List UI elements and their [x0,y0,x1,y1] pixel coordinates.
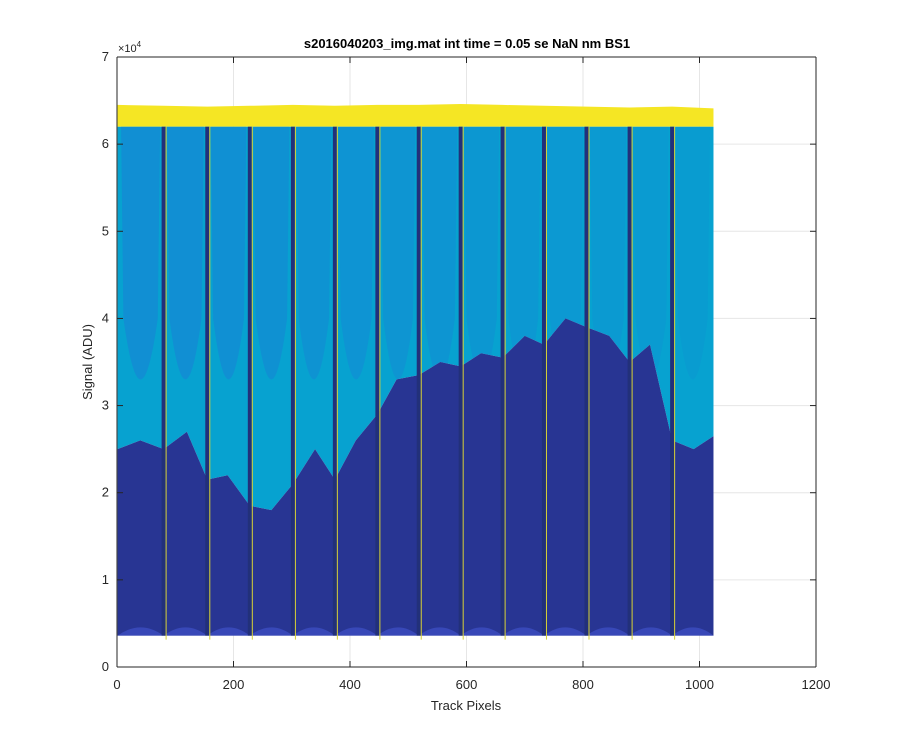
floor-bump [249,627,293,636]
floor-bump [543,627,587,636]
y-exponent-power: 4 [137,40,142,49]
channel-gap [500,126,505,636]
floor-bump [502,627,544,636]
channel-overlay [464,126,500,380]
floor-bump [334,627,378,636]
channel-overlay [210,126,247,380]
channel-gap [584,126,589,636]
floor-bump [207,627,250,636]
x-axis-label: Track Pixels [431,698,502,713]
floor-bump [292,627,335,636]
y-tick-label: 0 [102,659,109,674]
channel-overlay [675,126,710,380]
channel-gap [458,126,463,636]
channel-overlay [422,126,458,380]
chart-title: s2016040203_img.mat int time = 0.05 se N… [304,36,630,51]
data-layer [117,104,714,640]
floor-bump [163,627,208,636]
series-upper-area [117,126,714,511]
y-axis-label: Signal (ADU) [80,324,95,400]
y-tick-label: 7 [102,49,109,64]
x-tick-label: 0 [113,677,120,692]
floor-bump [377,627,419,636]
channel-gap [247,126,252,636]
x-tick-labels: 0 200 400 600 800 1000 1200 [113,677,830,692]
floor-bump [117,627,164,636]
channel-overlay [380,126,416,380]
channel-gap [541,126,546,636]
channel-gap [670,126,675,636]
y-tick-label: 3 [102,398,109,413]
x-tick-label: 1000 [685,677,714,692]
channel-gap [290,126,295,636]
channel-overlay [589,126,627,380]
y-tick-label: 5 [102,223,109,238]
channel-overlay [121,126,161,380]
channel-gap [332,126,337,636]
channel-overlay [633,126,669,380]
series-dark-area [117,318,714,636]
y-tick-label: 4 [102,310,109,325]
x-tick-label: 600 [456,677,478,692]
channel-gap [375,126,380,636]
floor-bump [418,627,461,636]
x-tick-label: 200 [223,677,245,692]
channel-overlay [296,126,332,380]
y-tick-label: 1 [102,572,109,587]
y-tick-labels: 0 1 2 3 4 5 6 7 [102,49,109,674]
floor-bump [460,627,503,636]
y-axis-exponent: ×104 [118,40,142,55]
channel-gap [627,126,632,636]
x-tick-label: 1200 [802,677,831,692]
series-yellow-area [117,104,714,127]
channel-overlay [338,126,374,380]
floor-bump [629,627,673,636]
channel-gap [416,126,421,636]
x-tick-label: 400 [339,677,361,692]
x-tick-label: 800 [572,677,594,692]
axes [116,56,817,668]
floor-bump [672,627,714,636]
floor-bump [586,627,630,636]
y-tick-label: 6 [102,136,109,151]
channel-gap [161,126,166,636]
y-tick-label: 2 [102,485,109,500]
channel-gap [205,126,210,636]
channel-overlay [506,126,541,380]
channel-overlay [253,126,290,380]
channel-overlay [547,126,583,380]
y-exponent-base: ×10 [118,43,137,55]
channel-overlay [167,126,204,380]
